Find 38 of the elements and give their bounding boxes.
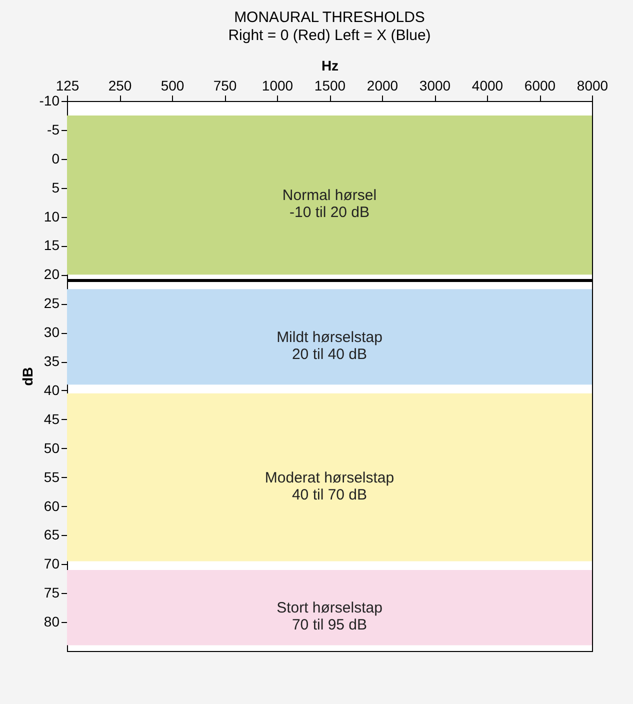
y-tick-label: 50	[44, 440, 60, 456]
x-tick-label: 125	[56, 78, 80, 94]
x-tick-label: 6000	[524, 78, 556, 94]
chart-title: MONAURAL THRESHOLDS	[234, 9, 425, 26]
x-tick-label: 500	[160, 78, 184, 94]
y-tick-label: -10	[39, 92, 60, 108]
y-tick-label: 5	[52, 179, 60, 196]
y-tick-label: -5	[47, 121, 60, 138]
x-axis-title: Hz	[321, 58, 339, 74]
y-tick-label: 0	[52, 150, 60, 166]
x-tick-label: 1000	[262, 78, 294, 94]
band-label: Normal hørsel -10 til 20 dB	[282, 187, 377, 222]
y-tick-label: 30	[44, 324, 60, 340]
x-tick-label: 250	[108, 78, 132, 94]
x-tick-label: 1500	[314, 78, 346, 94]
x-tick-label: 4000	[472, 78, 504, 94]
y-tick-label: 60	[44, 498, 60, 514]
y-tick-label: 10	[44, 208, 60, 224]
x-tick-label: 750	[213, 78, 237, 94]
y-tick-label: 80	[44, 614, 60, 630]
y-tick-label: 15	[44, 237, 60, 254]
y-tick-label: 55	[44, 468, 60, 485]
chart-subtitle: Right = 0 (Red) Left = X (Blue)	[228, 27, 431, 44]
y-tick-label: 40	[44, 382, 60, 398]
y-tick-label: 35	[44, 353, 60, 370]
y-tick-label: 25	[44, 295, 60, 312]
y-tick-label: 70	[44, 556, 60, 572]
y-tick-label: 45	[44, 410, 60, 427]
x-tick-label: 3000	[419, 78, 451, 94]
x-tick-label: 8000	[576, 78, 608, 94]
y-tick-label: 75	[44, 584, 60, 601]
band-label: Moderat hørselstap 40 til 70 dB	[264, 469, 394, 504]
x-tick-label: 2000	[366, 78, 398, 94]
y-tick-label: 65	[44, 526, 60, 543]
band-label: Mildt hørselstap 20 til 40 dB	[276, 328, 382, 363]
y-axis-title: dB	[19, 367, 36, 386]
y-tick-label: 20	[44, 266, 60, 282]
band-label: Stort hørselstap 70 til 95 dB	[276, 600, 382, 634]
